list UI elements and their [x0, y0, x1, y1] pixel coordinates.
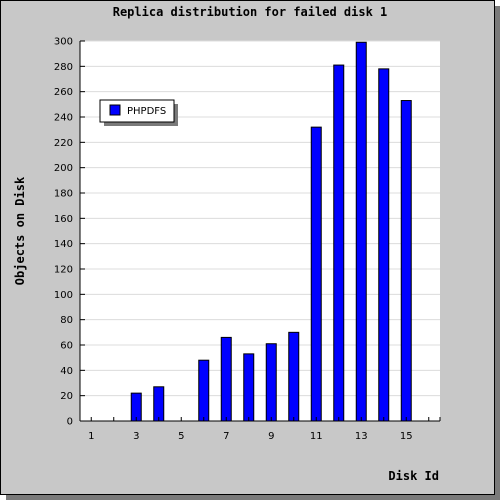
bar-disk-6 [198, 359, 210, 422]
bar-disk-7 [220, 336, 232, 422]
y-tick-label: 300 [54, 37, 73, 48]
y-tick-label: 220 [54, 138, 73, 149]
axes [79, 40, 441, 422]
x-tick-labels: 1 3 5 7 9 11 13 15 [88, 431, 413, 442]
bar-disk-15 [400, 100, 412, 422]
y-axis-label: Objects on Disk [13, 176, 27, 285]
x-tick-label: 13 [355, 431, 368, 442]
y-tick-label: 100 [54, 290, 73, 301]
bar-disk-10 [288, 331, 300, 422]
y-tick-label: 140 [54, 239, 73, 250]
y-tick-label: 80 [60, 315, 73, 326]
legend: PHPDFS [99, 99, 178, 126]
bar-disk-12 [333, 64, 345, 422]
bar-disk-8 [243, 353, 255, 422]
bar-disk-11 [310, 126, 322, 422]
bar-disk-3 [130, 392, 142, 422]
x-axis-label: Disk Id [388, 469, 439, 483]
chart-title: Replica distribution for failed disk 1 [113, 5, 388, 19]
bar-disk-9 [265, 343, 277, 422]
y-tick-label: 160 [54, 214, 73, 225]
bar-disk-14 [378, 68, 390, 422]
y-tick-label: 180 [54, 189, 73, 200]
x-tick-label: 11 [310, 431, 323, 442]
x-tick-label: 1 [88, 431, 94, 442]
x-tick-label: 7 [223, 431, 229, 442]
legend-label: PHPDFS [127, 106, 166, 117]
bar-disk-4 [153, 386, 165, 422]
bar-disk-13 [355, 41, 367, 422]
x-tick-label: 9 [268, 431, 274, 442]
y-tick-label: 20 [60, 391, 73, 402]
x-tick-label: 15 [400, 431, 413, 442]
x-tick-label: 3 [133, 431, 139, 442]
x-tick-label: 5 [178, 431, 184, 442]
y-tick-label: 260 [54, 87, 73, 98]
y-tick-label: 240 [54, 113, 73, 124]
y-tick-labels: 0 20 40 60 80 100 120 140 160 180 200 220 240 260 280 3… [54, 37, 73, 428]
y-tick-label: 40 [60, 366, 73, 377]
y-tick-label: 120 [54, 265, 73, 276]
y-tick-label: 60 [60, 341, 73, 352]
y-tick-label: 0 [67, 417, 73, 428]
y-tick-label: 200 [54, 163, 73, 174]
y-tick-label: 280 [54, 62, 73, 73]
legend-swatch [109, 104, 121, 116]
